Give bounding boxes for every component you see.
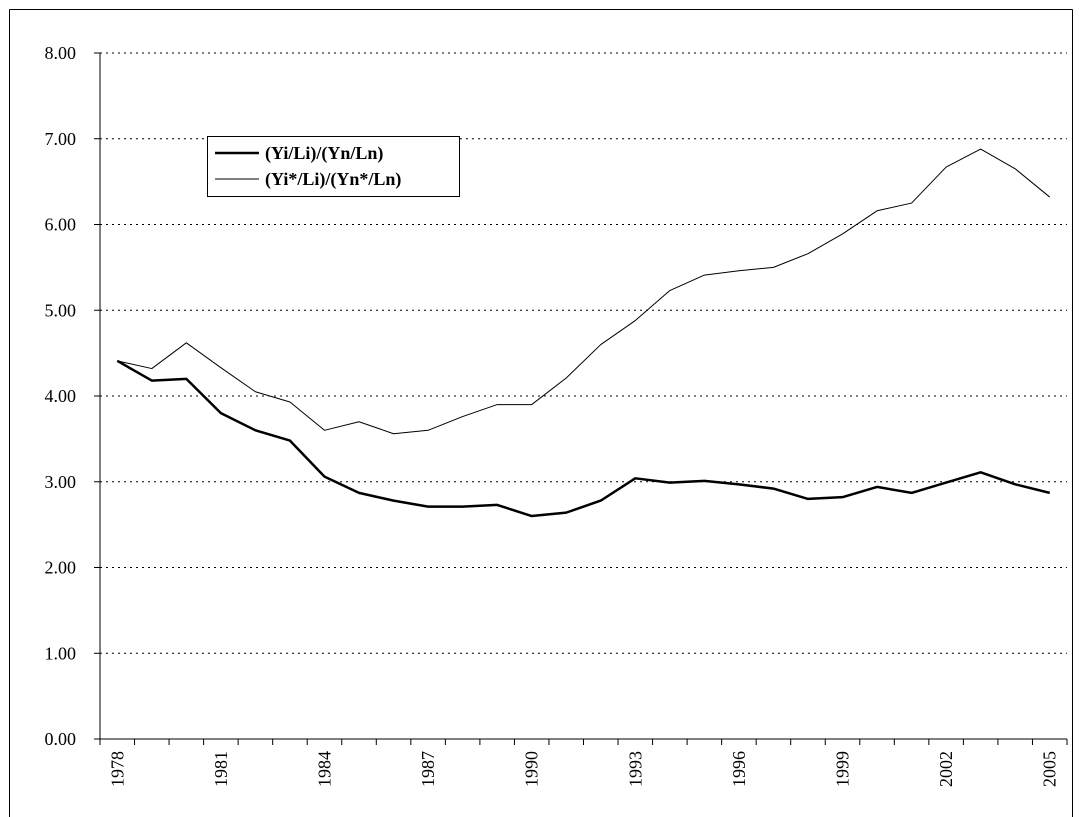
legend-box — [207, 136, 460, 197]
y-tick-label: 8.00 — [45, 43, 77, 63]
x-tick-label: 1984 — [314, 751, 334, 787]
x-tick-label: 1999 — [833, 751, 853, 787]
x-tick-label: 2005 — [1040, 751, 1060, 787]
y-tick-label: 7.00 — [45, 129, 77, 149]
series-line — [116, 359, 1051, 518]
series-line — [117, 148, 1051, 435]
y-tick-label: 4.00 — [45, 386, 77, 406]
y-tick-label: 6.00 — [45, 215, 77, 235]
x-tick-label: 1981 — [211, 751, 231, 787]
x-tick-label: 1978 — [107, 751, 127, 787]
y-tick-label: 2.00 — [45, 558, 77, 578]
x-tick-label: 1993 — [625, 751, 645, 787]
x-tick-label: 1996 — [729, 751, 749, 787]
y-tick-label: 0.00 — [45, 729, 77, 749]
y-tick-label: 5.00 — [45, 300, 77, 320]
legend-label: (Yi*/Li)/(Yn*/Ln) — [265, 169, 401, 190]
legend-label: (Yi/Li)/(Yn/Ln) — [265, 143, 383, 164]
x-tick-label: 1987 — [418, 751, 438, 787]
y-tick-label: 3.00 — [45, 472, 77, 492]
x-tick-label: 1990 — [522, 751, 542, 787]
y-tick-label: 1.00 — [45, 643, 77, 663]
x-tick-label: 2002 — [936, 751, 956, 787]
